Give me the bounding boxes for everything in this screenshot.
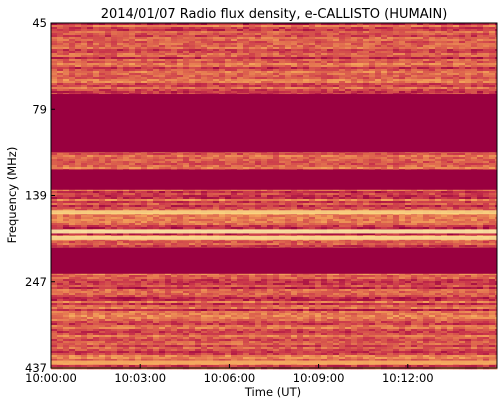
y-tick-label: 139 bbox=[25, 189, 47, 203]
x-tick-label: 10:03:00 bbox=[114, 371, 166, 385]
bright-line bbox=[51, 229, 497, 234]
spectrum-texture bbox=[51, 23, 498, 370]
axis-ticks: 10:00:00 10:03:00 10:06:00 10:09:00 10:12:00… bbox=[25, 16, 434, 385]
x-tick-label: 10:09:00 bbox=[293, 371, 345, 385]
saturated-band bbox=[51, 94, 497, 153]
x-tick-label: 10:12:00 bbox=[382, 371, 434, 385]
x-axis-label: Time (UT) bbox=[244, 385, 301, 399]
y-tick-label: 437 bbox=[25, 361, 47, 375]
y-tick-label: 45 bbox=[32, 16, 47, 30]
bright-line bbox=[51, 360, 497, 365]
y-tick-label: 79 bbox=[32, 102, 47, 116]
y-axis-label: Frequency (MHz) bbox=[5, 147, 19, 244]
x-tick-label: 10:00:00 bbox=[25, 371, 77, 385]
bright-line bbox=[51, 210, 497, 215]
bright-line bbox=[51, 235, 497, 240]
saturated-band bbox=[51, 169, 497, 190]
chart-title: 2014/01/07 Radio flux density, e-CALLIST… bbox=[101, 7, 448, 22]
x-tick-label: 10:06:00 bbox=[204, 371, 256, 385]
heatmap-plot bbox=[50, 22, 498, 370]
y-tick-label: 247 bbox=[25, 275, 47, 289]
saturated-band bbox=[51, 247, 497, 274]
